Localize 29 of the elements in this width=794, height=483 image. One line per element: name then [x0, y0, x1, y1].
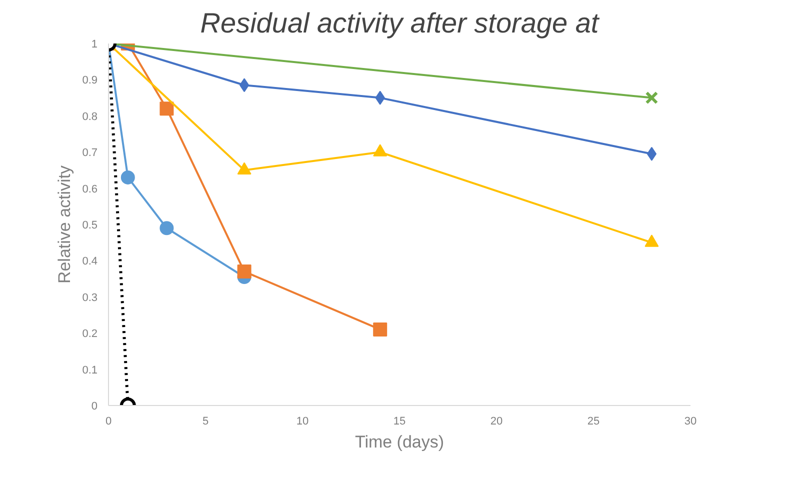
point — [646, 146, 657, 161]
point — [239, 78, 250, 92]
y-tick-label: 1 — [91, 38, 98, 50]
x-tick-label: 25 — [587, 416, 600, 428]
point — [120, 170, 135, 184]
point — [645, 91, 658, 104]
x-tick-label: 0 — [105, 416, 112, 428]
point — [373, 322, 388, 336]
point — [237, 264, 252, 279]
y-tick-label: 0 — [91, 400, 98, 412]
x-tick-label: 20 — [490, 416, 503, 428]
x-tick-label: 5 — [202, 416, 209, 428]
x-tick-label: 15 — [393, 416, 406, 428]
y-tick-label: 0.8 — [82, 110, 98, 123]
y-tick-label: 0.5 — [82, 220, 98, 232]
y-tick-label: 0.2 — [82, 328, 98, 340]
y-tick-label: 0.1 — [82, 364, 98, 376]
x-tick-label: 30 — [684, 416, 697, 428]
y-tick-label: 0.7 — [82, 147, 98, 160]
point — [160, 102, 174, 116]
y-tick-label: 0.4 — [82, 256, 98, 268]
y-axis-title: Relative activity — [55, 164, 74, 284]
y-tick-label: 0.3 — [82, 292, 98, 304]
x-tick-label: 10 — [296, 416, 309, 428]
y-tick-label: 0.6 — [82, 183, 98, 196]
x-axis-title: Time (days) — [354, 432, 444, 452]
chart-title: Residual activity after storage at — [200, 8, 600, 38]
y-tick-label: 0.9 — [82, 74, 98, 87]
point — [160, 221, 174, 236]
